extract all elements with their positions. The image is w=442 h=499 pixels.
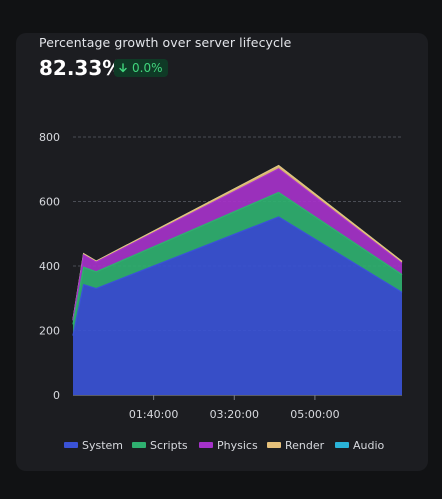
legend-swatch-render xyxy=(267,442,281,448)
area-system xyxy=(73,216,402,395)
y-tick-label: 600 xyxy=(39,196,60,209)
chart-title: Percentage growth over server lifecycle xyxy=(39,35,292,50)
legend-label-scripts: Scripts xyxy=(150,439,188,452)
legend-swatch-system xyxy=(64,442,78,448)
legend-swatch-scripts xyxy=(132,442,146,448)
x-tick-label: 03:20:00 xyxy=(210,408,259,421)
area-scripts xyxy=(73,192,402,336)
line-system xyxy=(72,216,403,336)
y-tick-label: 400 xyxy=(39,260,60,273)
growth-metric: 82.33% xyxy=(39,56,123,80)
line-scripts xyxy=(72,191,403,325)
legend-label-render: Render xyxy=(285,439,325,452)
legend-label-audio: Audio xyxy=(353,439,385,452)
legend-swatch-audio xyxy=(335,442,349,448)
legend-label-system: System xyxy=(82,439,123,452)
legend-label-physics: Physics xyxy=(217,439,258,452)
y-tick-label: 200 xyxy=(39,325,60,338)
line-physics xyxy=(72,168,403,321)
x-tick-label: 01:40:00 xyxy=(129,408,178,421)
change-badge: 0.0% xyxy=(114,59,168,77)
x-tick-label: 05:00:00 xyxy=(290,408,339,421)
area-physics xyxy=(73,168,402,325)
y-tick-label: 0 xyxy=(53,389,60,402)
legend-swatch-physics xyxy=(199,442,213,448)
y-tick-label: 800 xyxy=(39,131,60,144)
arrow-down-icon xyxy=(118,63,128,73)
change-value: 0.0% xyxy=(132,61,163,75)
